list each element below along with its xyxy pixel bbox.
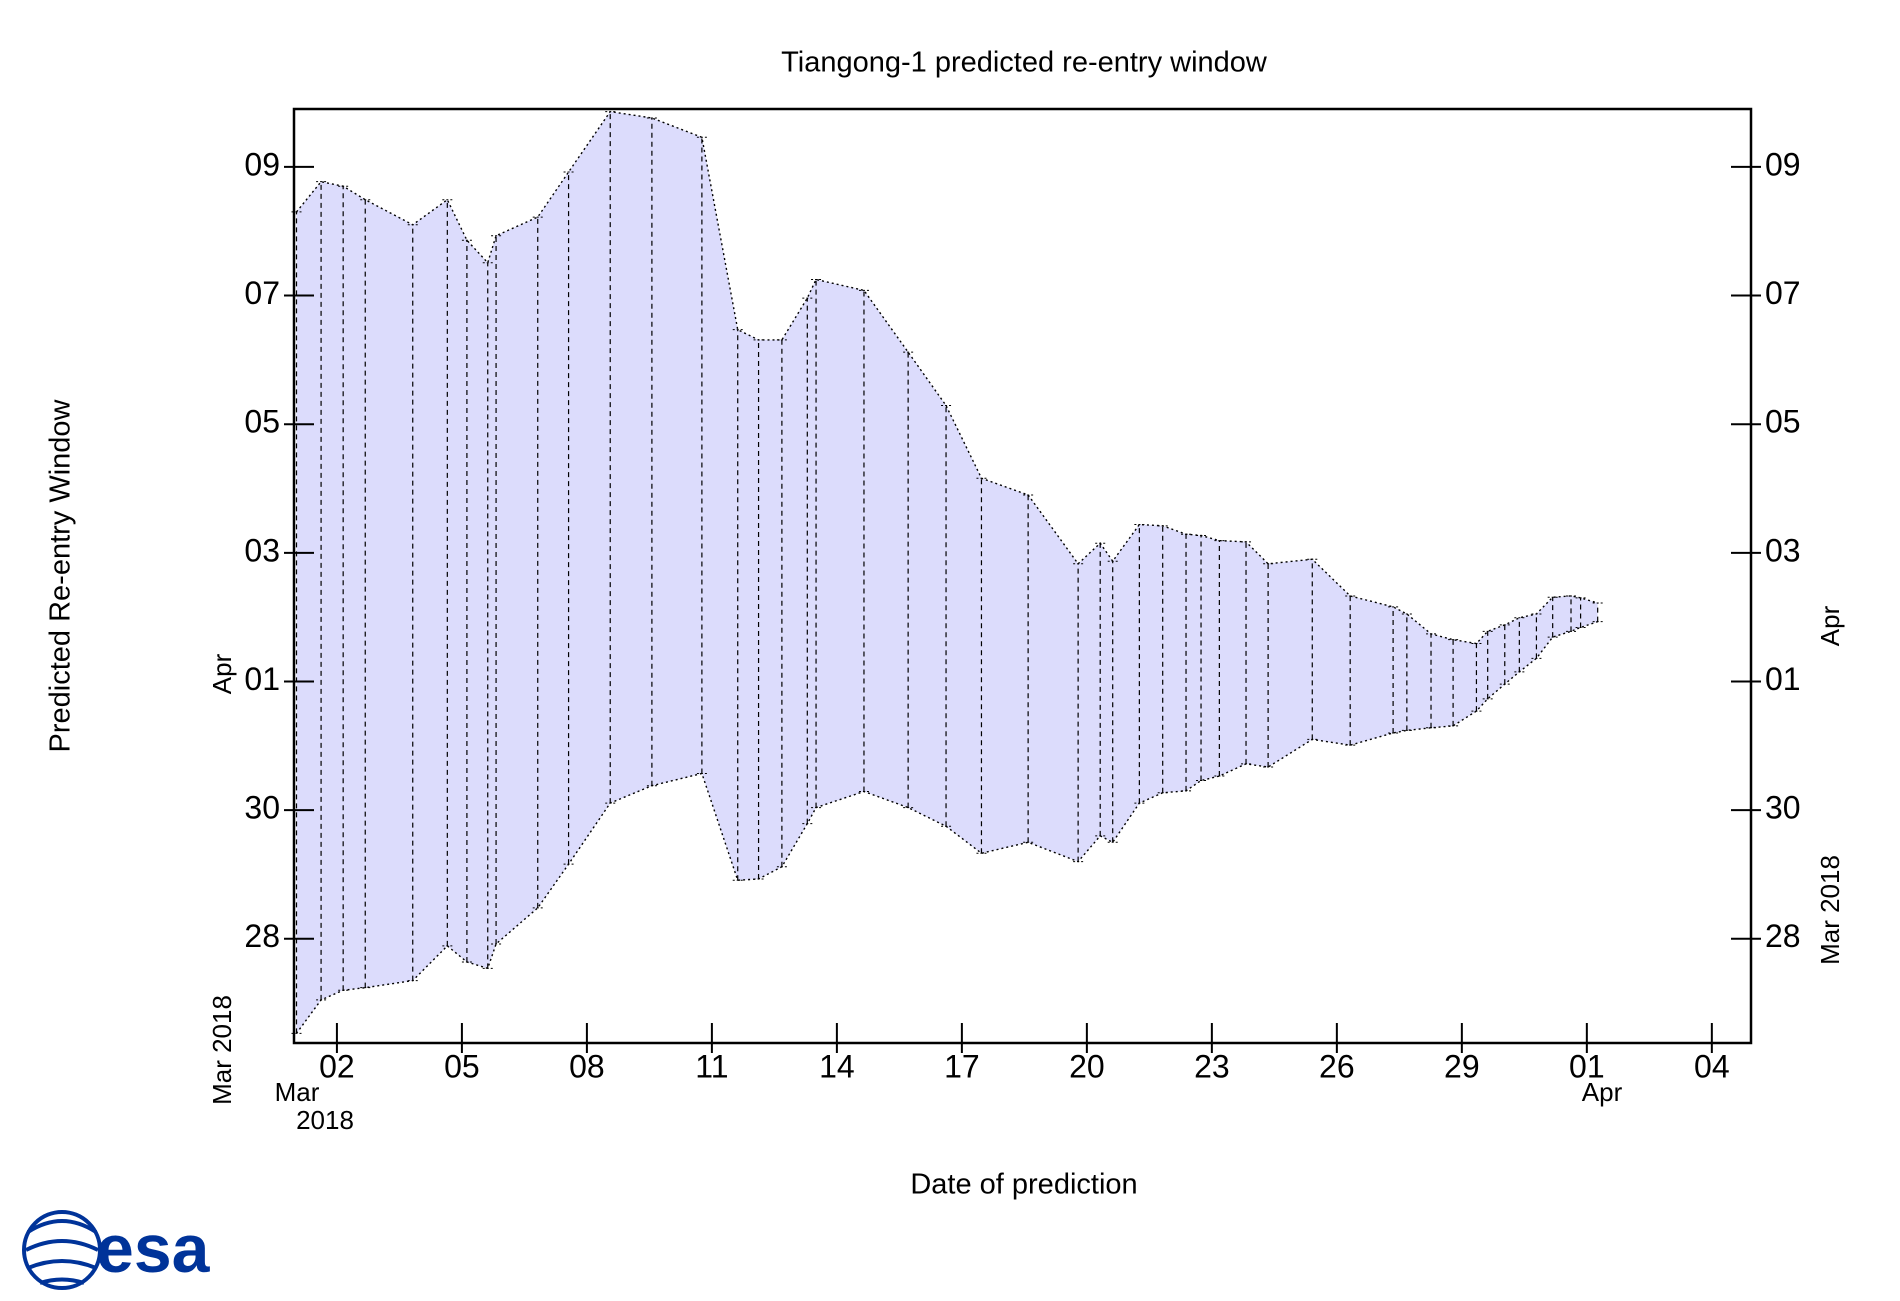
y-tick-label: 30 (244, 790, 280, 826)
y2-tick-label: 09 (1765, 146, 1801, 182)
plot-frame (292, 107, 1753, 1045)
x-tick-label: 14 (819, 1048, 855, 1084)
x-axis-label: Date of prediction (910, 1169, 1137, 1201)
y2-tick-label: 30 (1765, 790, 1801, 826)
y-tick-label: 28 (244, 918, 280, 954)
y2-month-label: Apr (1815, 605, 1845, 646)
chart-title: Tiangong-1 predicted re-entry window (781, 47, 1268, 79)
x-month-label: Mar (275, 1077, 320, 1107)
x-tick-label: 08 (569, 1048, 605, 1084)
x-tick-label: 23 (1194, 1048, 1230, 1084)
x-tick-label: 01 (1569, 1048, 1605, 1084)
y-axis-label: Predicted Re-entry Window (45, 398, 77, 752)
y2-tick-label: 28 (1765, 918, 1801, 954)
y2-tick-label: 05 (1765, 404, 1801, 440)
x-tick-label: 26 (1319, 1048, 1355, 1084)
y2-tick-label: 03 (1765, 532, 1801, 568)
esa-logo: esa (22, 1210, 211, 1290)
y-tick-label: 05 (244, 404, 280, 440)
y2-tick-label: 01 (1765, 661, 1801, 697)
x-tick-label: 20 (1069, 1048, 1105, 1084)
x-year-label: 2018 (296, 1105, 354, 1135)
y-month-label: Mar 2018 (207, 995, 237, 1105)
x-tick-label: 29 (1444, 1048, 1480, 1084)
x-month-label: Apr (1582, 1077, 1623, 1107)
y2-month-label: Mar 2018 (1815, 855, 1845, 965)
y-tick-label: 07 (244, 275, 280, 311)
x-tick-label: 11 (695, 1048, 728, 1084)
x-tick-label: 05 (444, 1048, 480, 1084)
lower-bound-line (295, 621, 1598, 1034)
globe-icon (22, 1210, 102, 1290)
y-tick-label: 01 (244, 661, 280, 697)
x-tick-label: 02 (319, 1048, 355, 1084)
x-tick-label: 17 (944, 1048, 980, 1084)
x-tick-label: 04 (1694, 1048, 1730, 1084)
y-tick-label: 03 (244, 532, 280, 568)
y2-tick-label: 07 (1765, 275, 1801, 311)
window-area (296, 111, 1598, 1034)
y-month-label: Apr (207, 653, 237, 694)
y-tick-label: 09 (244, 146, 280, 182)
logo-text: esa (96, 1211, 211, 1287)
